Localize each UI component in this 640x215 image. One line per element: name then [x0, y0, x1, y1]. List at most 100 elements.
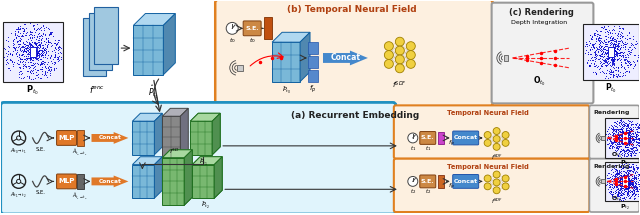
Point	[17, 58, 28, 61]
Point	[623, 183, 634, 186]
Point	[49, 38, 60, 42]
Point	[33, 73, 43, 76]
Point	[621, 179, 631, 182]
Point	[35, 52, 45, 55]
Point	[602, 142, 612, 146]
Point	[612, 168, 622, 172]
Bar	[264, 17, 272, 39]
Point	[622, 190, 632, 194]
Point	[31, 71, 42, 74]
Point	[614, 48, 624, 52]
Point	[19, 23, 29, 26]
Point	[24, 48, 35, 52]
Point	[31, 43, 41, 47]
Point	[6, 58, 16, 61]
Point	[608, 129, 618, 133]
Point	[603, 32, 613, 35]
Point	[604, 137, 614, 140]
Point	[613, 135, 623, 138]
Point	[46, 32, 56, 36]
Point	[604, 48, 614, 51]
Point	[620, 196, 630, 199]
Text: $f^{3D}$: $f^{3D}$	[169, 146, 179, 156]
Point	[621, 123, 632, 127]
Point	[616, 181, 627, 184]
Point	[625, 43, 636, 47]
Point	[618, 129, 628, 133]
Point	[618, 130, 628, 134]
Point	[639, 180, 640, 183]
Point	[624, 128, 634, 132]
Text: $\mathbf{O}_{t_0}$: $\mathbf{O}_{t_0}$	[533, 75, 546, 88]
Point	[637, 127, 640, 130]
Point	[37, 50, 47, 54]
Point	[623, 178, 634, 181]
Point	[43, 68, 53, 72]
Point	[623, 65, 633, 68]
Point	[23, 64, 33, 68]
Point	[604, 57, 614, 60]
Point	[633, 140, 640, 143]
Point	[625, 195, 636, 198]
Point	[620, 166, 630, 169]
Point	[620, 174, 630, 178]
Point	[37, 54, 47, 57]
Point	[615, 165, 625, 169]
Point	[599, 46, 609, 49]
Point	[625, 180, 636, 183]
Point	[630, 172, 640, 175]
Point	[50, 61, 60, 65]
Point	[609, 134, 619, 138]
Point	[607, 48, 617, 52]
Point	[625, 138, 635, 141]
Point	[627, 152, 637, 155]
Point	[36, 65, 47, 69]
Circle shape	[396, 46, 404, 55]
Point	[3, 44, 13, 48]
Point	[613, 187, 623, 190]
Point	[19, 48, 29, 51]
Point	[599, 71, 609, 75]
Point	[620, 186, 630, 189]
Point	[608, 134, 618, 137]
Point	[615, 164, 625, 168]
Point	[34, 36, 44, 40]
Point	[624, 180, 634, 183]
Point	[598, 59, 608, 62]
Point	[622, 154, 632, 157]
Point	[598, 70, 609, 74]
Point	[620, 65, 630, 69]
FancyBboxPatch shape	[420, 132, 436, 144]
Point	[632, 167, 640, 170]
Point	[621, 149, 632, 152]
Point	[17, 33, 28, 36]
Point	[628, 185, 638, 189]
Point	[43, 39, 53, 43]
Point	[601, 71, 611, 75]
Point	[630, 175, 640, 179]
Point	[631, 180, 640, 183]
Point	[49, 46, 60, 49]
Point	[639, 175, 640, 179]
Point	[598, 54, 609, 57]
Point	[33, 52, 44, 55]
Point	[617, 135, 627, 138]
Point	[637, 138, 640, 142]
Point	[609, 182, 619, 185]
Point	[614, 139, 624, 143]
Point	[623, 128, 634, 132]
Point	[616, 184, 626, 188]
Point	[625, 136, 636, 140]
Point	[15, 36, 25, 40]
Point	[31, 57, 41, 61]
Point	[623, 163, 634, 166]
Bar	[77, 174, 84, 189]
Point	[623, 187, 634, 190]
Point	[639, 134, 640, 138]
Point	[625, 120, 635, 123]
Point	[623, 143, 634, 146]
Point	[589, 71, 600, 74]
Point	[605, 31, 616, 35]
Point	[621, 138, 631, 141]
Point	[42, 45, 52, 49]
